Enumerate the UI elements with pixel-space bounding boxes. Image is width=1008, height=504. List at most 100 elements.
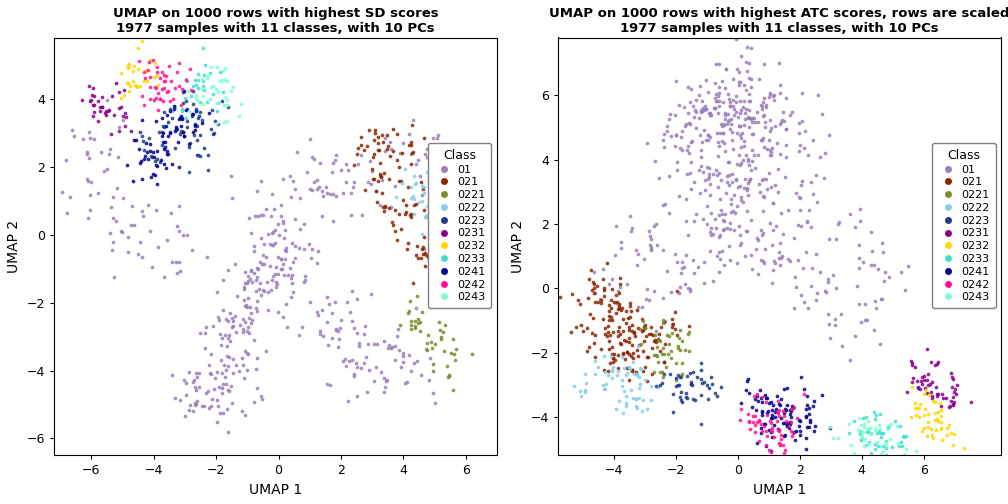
Point bbox=[102, 229, 118, 237]
Point bbox=[145, 56, 161, 64]
Point bbox=[714, 383, 730, 391]
Point bbox=[387, 181, 403, 190]
Point bbox=[423, 242, 439, 250]
Point bbox=[874, 429, 890, 437]
Point bbox=[736, 97, 752, 105]
Point bbox=[732, 231, 748, 239]
Point bbox=[816, 287, 833, 295]
Point bbox=[700, 395, 716, 403]
Point bbox=[611, 397, 627, 405]
Point bbox=[859, 428, 875, 436]
Point bbox=[593, 296, 609, 304]
Point bbox=[240, 350, 256, 358]
Point bbox=[586, 268, 602, 276]
Point bbox=[395, 349, 411, 357]
Point bbox=[136, 146, 152, 154]
Point bbox=[136, 101, 152, 109]
Point bbox=[766, 432, 782, 440]
Point bbox=[694, 107, 710, 115]
Point bbox=[890, 438, 906, 447]
Point bbox=[905, 373, 921, 382]
Point bbox=[410, 254, 426, 262]
Point bbox=[421, 263, 437, 271]
Point bbox=[273, 255, 289, 263]
Point bbox=[195, 77, 211, 85]
Point bbox=[358, 353, 374, 361]
Point bbox=[302, 255, 319, 263]
Point bbox=[423, 190, 439, 198]
Point bbox=[921, 392, 937, 400]
Point bbox=[624, 366, 640, 374]
Point bbox=[382, 152, 398, 160]
Point bbox=[406, 195, 422, 203]
Point bbox=[169, 269, 185, 277]
Point bbox=[123, 221, 139, 229]
Point bbox=[853, 435, 869, 443]
Point bbox=[817, 288, 834, 296]
Point bbox=[605, 328, 621, 336]
Point bbox=[179, 105, 196, 113]
Point bbox=[377, 383, 393, 391]
Point bbox=[948, 391, 964, 399]
Point bbox=[419, 202, 435, 210]
Point bbox=[911, 400, 927, 408]
Point bbox=[674, 146, 690, 154]
Point bbox=[703, 373, 719, 382]
Point bbox=[765, 226, 781, 234]
Point bbox=[769, 392, 785, 400]
Point bbox=[681, 119, 698, 128]
Point bbox=[136, 155, 152, 163]
Point bbox=[424, 367, 440, 375]
Point bbox=[203, 350, 219, 358]
Point bbox=[778, 141, 794, 149]
Point bbox=[891, 442, 907, 450]
Point bbox=[695, 138, 711, 146]
Point bbox=[109, 184, 125, 193]
Point bbox=[785, 233, 801, 241]
Point bbox=[674, 359, 690, 367]
Point bbox=[944, 375, 961, 383]
Point bbox=[209, 288, 225, 296]
Point bbox=[776, 432, 792, 440]
Point bbox=[643, 382, 659, 390]
Point bbox=[855, 428, 871, 436]
Point bbox=[172, 396, 188, 404]
Point bbox=[263, 241, 279, 249]
Point bbox=[749, 418, 765, 426]
Point bbox=[924, 394, 940, 402]
Point bbox=[684, 256, 701, 264]
Point bbox=[440, 371, 457, 379]
Point bbox=[696, 279, 712, 287]
Point bbox=[323, 190, 339, 198]
Point bbox=[424, 302, 440, 310]
Point bbox=[384, 343, 400, 351]
Point bbox=[651, 336, 667, 344]
Point bbox=[656, 358, 672, 366]
Point bbox=[631, 373, 647, 381]
Point bbox=[682, 369, 699, 377]
Point bbox=[731, 122, 747, 130]
Point bbox=[870, 265, 886, 273]
Point bbox=[711, 102, 727, 110]
Point bbox=[854, 434, 870, 442]
Point bbox=[710, 138, 726, 146]
Point bbox=[173, 112, 190, 120]
Point bbox=[339, 178, 355, 186]
Point bbox=[606, 298, 622, 306]
Point bbox=[728, 92, 744, 100]
Point bbox=[417, 248, 433, 257]
Point bbox=[656, 143, 672, 151]
Point bbox=[703, 231, 719, 239]
Point bbox=[733, 97, 749, 105]
Point bbox=[338, 160, 354, 168]
Point bbox=[148, 155, 164, 163]
Point bbox=[424, 258, 440, 266]
Point bbox=[99, 107, 115, 115]
Point bbox=[169, 125, 185, 133]
Point bbox=[437, 321, 454, 329]
Point bbox=[757, 419, 773, 427]
Point bbox=[209, 63, 225, 71]
Point bbox=[166, 102, 182, 110]
Point bbox=[658, 127, 674, 135]
Point bbox=[947, 385, 963, 393]
